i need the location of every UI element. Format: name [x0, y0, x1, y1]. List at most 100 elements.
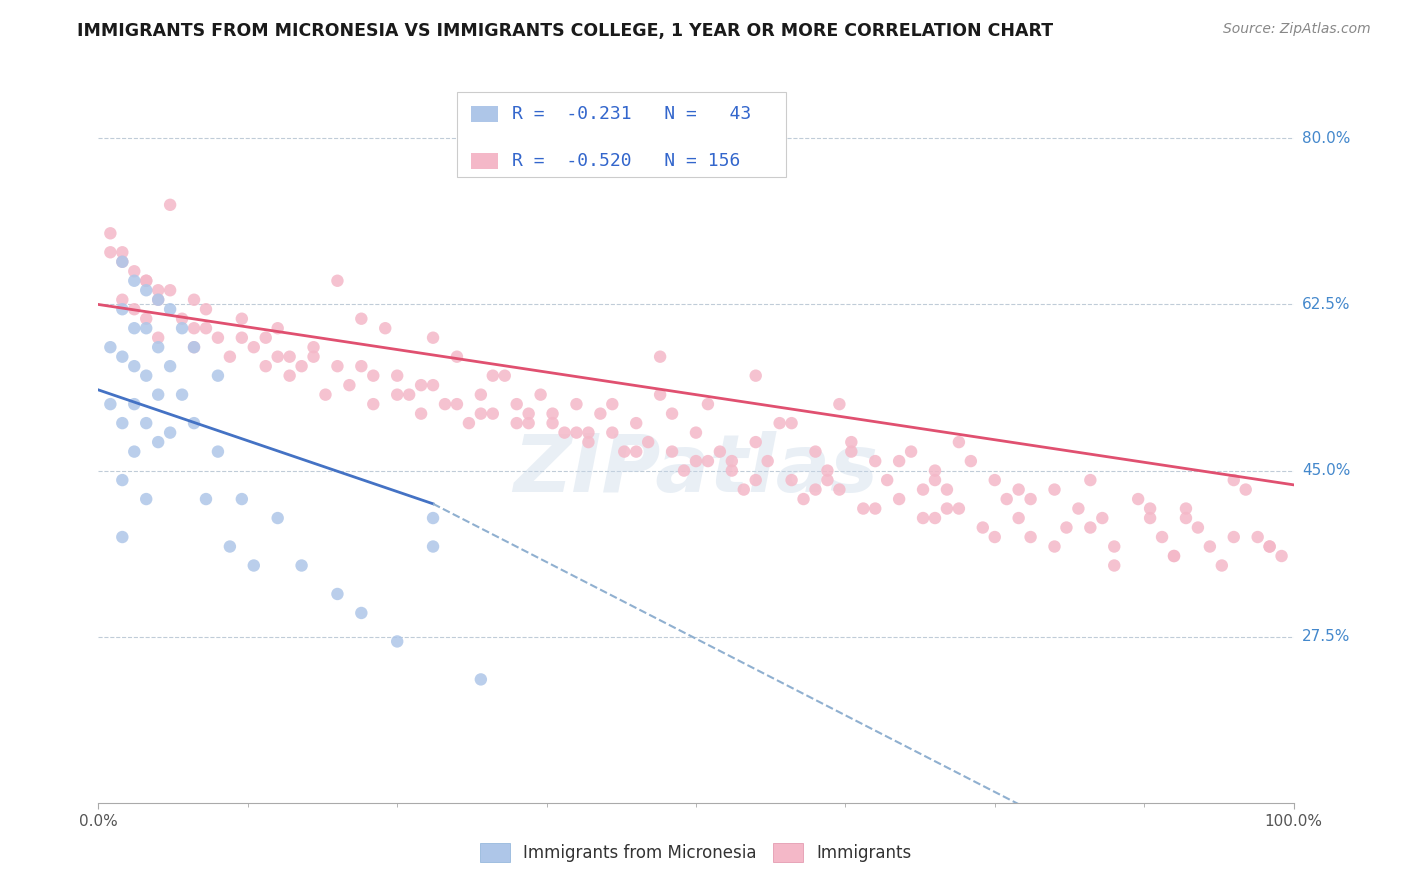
Point — [804, 483, 827, 497]
Point — [889, 491, 911, 506]
Point — [135, 491, 157, 506]
Point — [291, 359, 314, 374]
Point — [793, 491, 815, 506]
Text: Source: ZipAtlas.com: Source: ZipAtlas.com — [1223, 22, 1371, 37]
Point — [1043, 540, 1066, 554]
Point — [302, 350, 325, 364]
Point — [517, 407, 540, 421]
Point — [291, 558, 314, 573]
Point — [1080, 520, 1102, 534]
Bar — [471, 153, 498, 169]
Point — [254, 331, 277, 345]
Point — [254, 359, 277, 374]
Point — [1163, 549, 1185, 563]
Point — [1139, 511, 1161, 525]
Point — [1091, 511, 1114, 525]
Point — [183, 416, 205, 430]
Point — [1211, 558, 1233, 573]
Point — [374, 321, 396, 335]
Point — [135, 274, 157, 288]
Point — [1163, 549, 1185, 563]
Point — [422, 511, 444, 525]
Point — [183, 340, 205, 354]
Point — [326, 359, 349, 374]
Point — [363, 397, 385, 411]
Point — [98, 245, 122, 260]
Point — [828, 397, 851, 411]
Point — [841, 444, 863, 458]
Point — [936, 501, 959, 516]
Point — [411, 407, 433, 421]
Point — [195, 491, 218, 506]
Text: 27.5%: 27.5% — [1302, 629, 1350, 644]
Point — [111, 530, 134, 544]
Point — [195, 302, 218, 317]
Point — [135, 368, 157, 383]
Point — [541, 416, 564, 430]
Point — [565, 397, 588, 411]
Point — [231, 491, 253, 506]
Point — [1234, 483, 1257, 497]
Point — [98, 227, 122, 241]
Point — [780, 416, 803, 430]
Point — [135, 283, 157, 297]
Point — [207, 368, 229, 383]
Point — [589, 407, 612, 421]
Point — [434, 397, 457, 411]
Point — [1187, 520, 1209, 534]
Point — [865, 454, 887, 468]
Point — [1175, 511, 1198, 525]
Point — [578, 435, 600, 450]
Point — [1019, 491, 1042, 506]
Point — [685, 454, 707, 468]
Point — [1008, 483, 1031, 497]
Point — [637, 435, 659, 450]
Point — [195, 321, 218, 335]
Point — [972, 520, 994, 534]
Point — [1223, 530, 1246, 544]
Point — [111, 245, 134, 260]
Point — [183, 340, 205, 354]
Point — [494, 368, 516, 383]
Point — [446, 397, 468, 411]
Point — [98, 397, 122, 411]
Point — [243, 340, 266, 354]
Point — [948, 435, 970, 450]
Point — [135, 274, 157, 288]
Point — [1104, 540, 1126, 554]
Point — [602, 397, 624, 411]
Point — [350, 606, 373, 620]
Point — [98, 340, 122, 354]
Point — [804, 444, 827, 458]
Point — [541, 407, 564, 421]
Point — [350, 311, 373, 326]
Point — [111, 416, 134, 430]
Point — [470, 387, 492, 401]
Point — [111, 293, 134, 307]
Point — [602, 425, 624, 440]
Point — [673, 464, 696, 478]
Point — [756, 454, 779, 468]
Point — [1067, 501, 1090, 516]
Point — [481, 407, 505, 421]
Point — [385, 387, 409, 401]
Point — [219, 350, 242, 364]
Point — [936, 483, 959, 497]
Point — [613, 444, 636, 458]
Point — [219, 540, 242, 554]
Point — [481, 368, 505, 383]
Point — [350, 359, 373, 374]
Point — [721, 464, 744, 478]
Point — [948, 501, 970, 516]
Point — [984, 530, 1007, 544]
Point — [1258, 540, 1281, 554]
Point — [626, 416, 648, 430]
Point — [876, 473, 898, 487]
Point — [1008, 511, 1031, 525]
Point — [780, 473, 803, 487]
Point — [506, 416, 529, 430]
Point — [517, 416, 540, 430]
Point — [124, 274, 146, 288]
Text: ZIPatlas: ZIPatlas — [513, 431, 879, 508]
Point — [768, 416, 790, 430]
